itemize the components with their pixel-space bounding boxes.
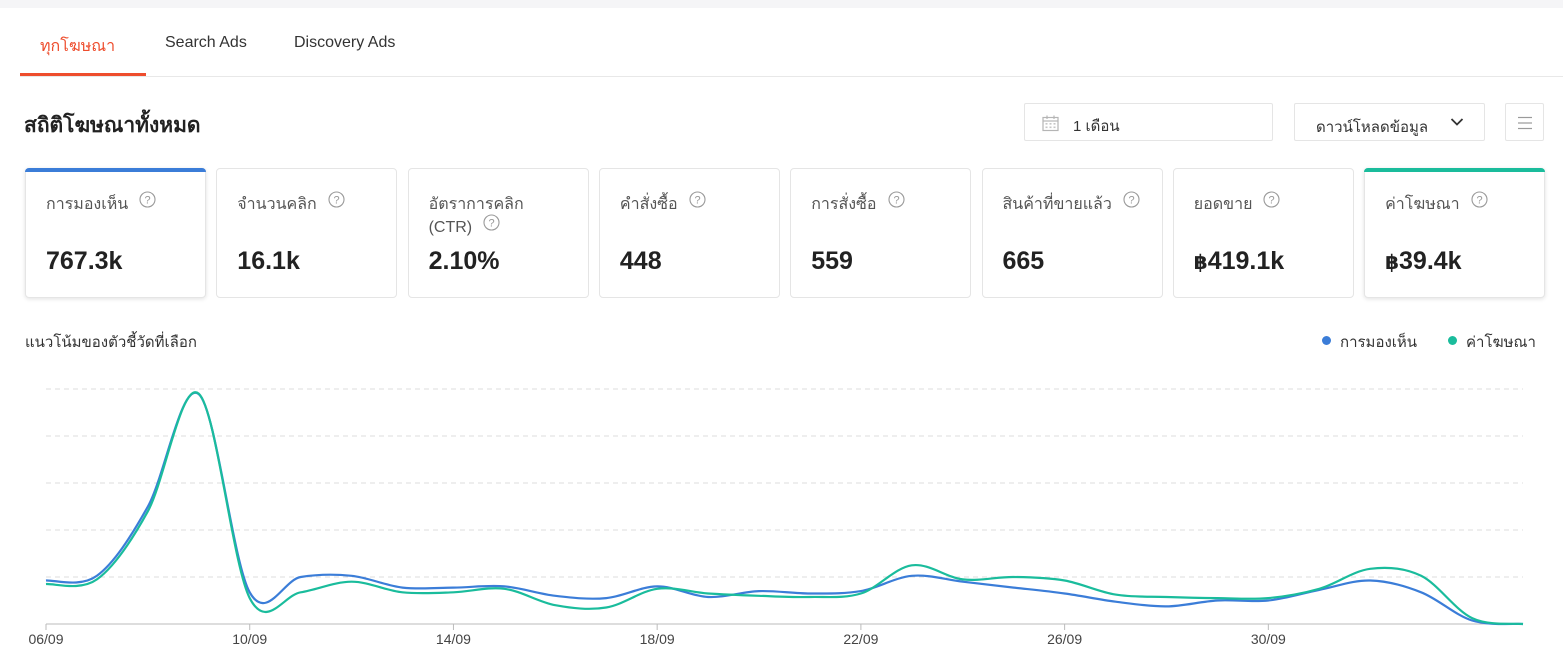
metric-label: การสั่งซื้อ bbox=[811, 196, 877, 213]
svg-text:?: ? bbox=[489, 218, 495, 230]
x-tick-label: 18/09 bbox=[640, 631, 675, 647]
metric-card-ctr[interactable]: อัตราการคลิก (CTR)? 2.10% bbox=[407, 168, 589, 298]
metric-value: 16.1k bbox=[237, 247, 300, 276]
x-tick-label: 30/09 bbox=[1251, 631, 1286, 647]
metric-card-title: ยอดขาย? bbox=[1193, 191, 1334, 216]
chevron-down-icon bbox=[1450, 118, 1464, 126]
metric-card-items-sold[interactable]: สินค้าที่ขายแล้ว? 665 bbox=[981, 168, 1163, 298]
metric-number: 16.1k bbox=[237, 247, 300, 275]
svg-text:?: ? bbox=[694, 195, 700, 207]
metric-label: สินค้าที่ขายแล้ว bbox=[1002, 196, 1112, 213]
tab-search-ads[interactable]: Search Ads bbox=[165, 34, 247, 51]
metric-number: 39.4k bbox=[1399, 247, 1462, 275]
metric-card-orders[interactable]: คำสั่งซื้อ? 448 bbox=[598, 168, 780, 298]
metric-label: ยอดขาย bbox=[1193, 196, 1253, 213]
svg-text:?: ? bbox=[1476, 195, 1482, 207]
metric-card-title: คำสั่งซื้อ? bbox=[619, 191, 760, 216]
metric-value: 767.3k bbox=[46, 247, 122, 276]
legend-label-expense: ค่าโฆษณา bbox=[1466, 334, 1536, 351]
metric-number: 559 bbox=[811, 247, 853, 275]
metric-number: 767.3k bbox=[46, 247, 123, 275]
metric-number: 448 bbox=[619, 247, 662, 275]
metric-card-title: จำนวนคลิก? bbox=[237, 191, 377, 216]
svg-text:?: ? bbox=[1128, 195, 1134, 207]
metric-card-title: ค่าโฆษณา? bbox=[1385, 191, 1525, 216]
x-tick-label: 26/09 bbox=[1047, 631, 1082, 647]
metric-number: 665 bbox=[1002, 247, 1045, 275]
metric-number: 2.10% bbox=[428, 247, 500, 275]
metric-card-title: สินค้าที่ขายแล้ว? bbox=[1002, 191, 1143, 216]
top-strip bbox=[0, 0, 1563, 8]
metric-card-clicks[interactable]: จำนวนคลิก? 16.1k bbox=[216, 168, 398, 298]
metric-card-expense[interactable]: ค่าโฆษณา? ฿39.4k bbox=[1364, 168, 1546, 298]
currency-symbol: ฿ bbox=[1385, 252, 1400, 274]
tab-discovery-ads[interactable]: Discovery Ads bbox=[294, 34, 396, 51]
date-range-value: 1 เดือน bbox=[1073, 118, 1120, 135]
help-icon[interactable]: ? bbox=[328, 191, 345, 215]
metric-label: การมองเห็น bbox=[46, 196, 129, 213]
tab-all-ads[interactable]: ทุกโฆษณา bbox=[40, 38, 116, 55]
calendar-icon bbox=[1042, 115, 1059, 132]
section-title: สถิติโฆษณาทั้งหมด bbox=[24, 114, 201, 137]
metric-card-accent-bar bbox=[25, 168, 206, 172]
download-data-button[interactable]: ดาวน์โหลดข้อมูล bbox=[1294, 103, 1485, 141]
x-tick-label: 10/09 bbox=[232, 631, 267, 647]
help-icon[interactable]: ? bbox=[1471, 191, 1488, 215]
metric-card-purchases[interactable]: การสั่งซื้อ? 559 bbox=[790, 168, 972, 298]
series-line-expense bbox=[45, 391, 1524, 626]
metric-card-title: การสั่งซื้อ? bbox=[811, 191, 951, 216]
help-icon[interactable]: ? bbox=[689, 191, 706, 215]
svg-text:?: ? bbox=[1269, 195, 1275, 207]
metric-card-title: การมองเห็น? bbox=[46, 191, 186, 216]
metric-value: 448 bbox=[620, 247, 662, 276]
ad-type-tabs: ทุกโฆษณา Search Ads Discovery Ads bbox=[20, 8, 1563, 77]
trend-title: แนวโน้มของตัวชี้วัดที่เลือก bbox=[25, 334, 197, 351]
metric-label: จำนวนคลิก bbox=[237, 196, 317, 213]
metric-label: อัตราการคลิก (CTR) bbox=[428, 196, 524, 236]
metric-label: ค่าโฆษณา bbox=[1385, 196, 1460, 213]
help-icon[interactable]: ? bbox=[1263, 191, 1281, 215]
metric-number: 419.1k bbox=[1207, 247, 1285, 275]
help-icon[interactable]: ? bbox=[483, 214, 500, 238]
metric-value: ฿419.1k bbox=[1194, 247, 1284, 276]
help-icon[interactable]: ? bbox=[1123, 191, 1140, 215]
metric-card-title: อัตราการคลิก (CTR)? bbox=[429, 193, 569, 239]
help-icon[interactable]: ? bbox=[887, 191, 905, 215]
x-tick-label: 22/09 bbox=[843, 631, 878, 647]
metric-card-sales[interactable]: ยอดขาย? ฿419.1k bbox=[1172, 168, 1354, 298]
legend-dot-impressions bbox=[1322, 336, 1331, 345]
legend-dot-expense bbox=[1448, 336, 1457, 345]
metric-label: คำสั่งซื้อ bbox=[619, 196, 678, 213]
x-tick-label: 14/09 bbox=[436, 631, 471, 647]
series-line-impressions bbox=[45, 391, 1524, 626]
metric-value: ฿39.4k bbox=[1385, 247, 1461, 276]
metric-value: 2.10% bbox=[429, 247, 500, 276]
svg-text:?: ? bbox=[893, 195, 899, 207]
active-tab-indicator bbox=[20, 73, 146, 76]
more-menu-button[interactable] bbox=[1505, 103, 1544, 141]
svg-text:?: ? bbox=[333, 195, 339, 207]
metric-card-impressions[interactable]: การมองเห็น? 767.3k bbox=[25, 168, 206, 298]
menu-icon bbox=[1518, 116, 1532, 130]
svg-text:?: ? bbox=[145, 195, 151, 207]
date-range-picker[interactable]: 1 เดือน bbox=[1024, 103, 1273, 141]
metric-card-accent-bar bbox=[1364, 168, 1546, 172]
currency-symbol: ฿ bbox=[1193, 252, 1208, 274]
download-data-label: ดาวน์โหลดข้อมูล bbox=[1316, 119, 1429, 136]
x-tick-label: 06/09 bbox=[28, 631, 63, 647]
legend-label-impressions: การมองเห็น bbox=[1340, 334, 1418, 351]
metric-value: 665 bbox=[1003, 247, 1045, 276]
metric-value: 559 bbox=[811, 247, 853, 276]
help-icon[interactable]: ? bbox=[139, 191, 156, 215]
